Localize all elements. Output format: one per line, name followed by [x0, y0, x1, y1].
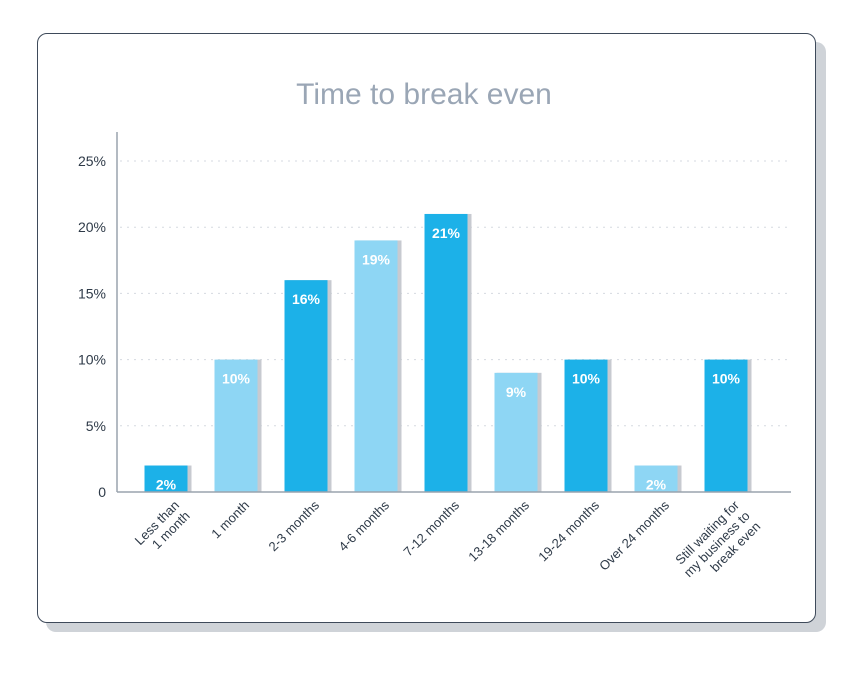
data-label: 21% [432, 225, 461, 241]
data-label: 10% [222, 371, 251, 387]
x-tick-label: Less than1 month [132, 498, 193, 559]
x-axis-ticks: Less than1 month 1 month 2-3 months 4-6 mon… [132, 497, 764, 591]
data-label: 19% [362, 251, 391, 267]
bar [144, 465, 188, 492]
bar [214, 359, 258, 492]
data-label: 2% [646, 477, 667, 493]
x-tick-label: 7-12 months [400, 497, 462, 559]
bar [634, 465, 678, 492]
y-tick-label: 10% [78, 352, 106, 368]
data-labels: 2% 10% 16% 19% 21% 9% 10% 2% 10% [156, 225, 741, 493]
x-tick-label: 4-6 months [336, 497, 393, 554]
bar [704, 359, 748, 492]
bar [424, 213, 468, 492]
y-tick-label: 0 [98, 484, 106, 500]
data-label: 10% [572, 371, 601, 387]
x-tick-label: Still waiting formy business tobreak eve… [670, 497, 764, 591]
y-tick-label: 25% [78, 153, 106, 169]
x-tick-label: 1 month [208, 498, 252, 542]
x-tick-label: 2-3 months [266, 497, 323, 554]
bars [144, 213, 752, 492]
bar [564, 359, 608, 492]
data-label: 9% [506, 384, 527, 400]
bar [494, 372, 538, 492]
data-label: 2% [156, 477, 177, 493]
bar [284, 280, 328, 492]
y-axis-ticks: 0 5% 10% 15% 20% 25% [78, 153, 106, 500]
bar [354, 240, 398, 492]
x-tick-label: Over 24 months [596, 497, 672, 573]
y-tick-label: 15% [78, 285, 106, 301]
y-tick-label: 20% [78, 219, 106, 235]
chart-title: Time to break even [296, 78, 552, 111]
data-label: 10% [712, 371, 741, 387]
y-tick-label: 5% [86, 418, 106, 434]
x-tick-label: 13-18 months [465, 497, 532, 564]
data-label: 16% [292, 291, 321, 307]
x-tick-label: 19-24 months [535, 497, 602, 564]
